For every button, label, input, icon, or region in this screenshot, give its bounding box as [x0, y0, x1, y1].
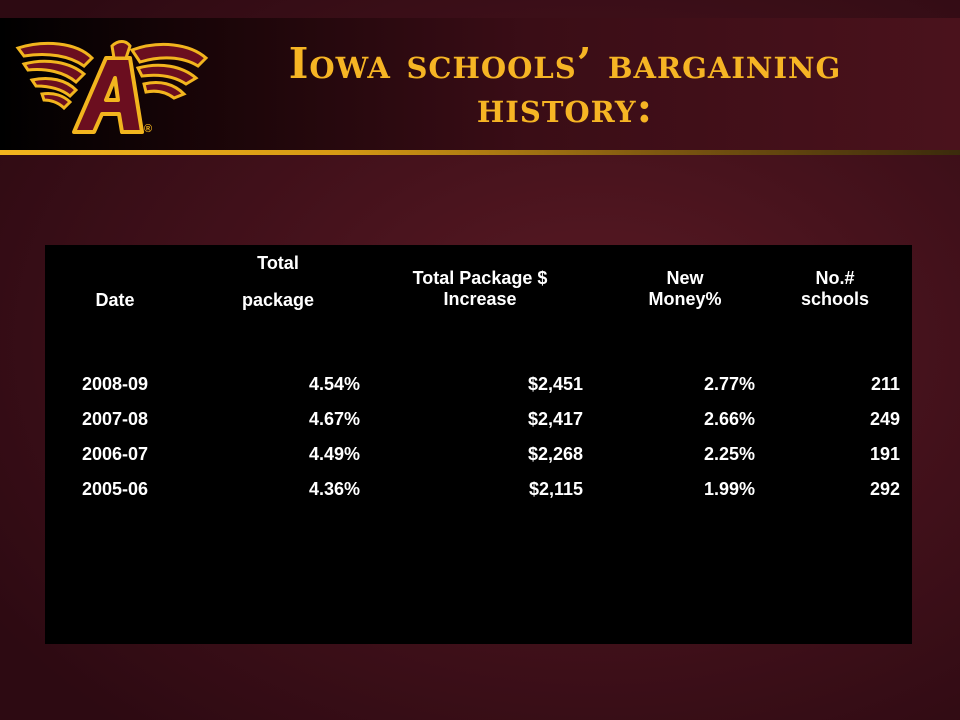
table-cell-date: 2008-09	[81, 374, 149, 394]
table-cell-schools: 249	[869, 409, 900, 429]
table-cell-schools: 211	[870, 374, 900, 394]
header-total-increase-line1: Total Package $	[412, 268, 548, 288]
table-cell-new-money: 2.66%	[703, 409, 755, 429]
table-cell-total-package: 4.54%	[308, 374, 360, 394]
table-cell-increase: $2,451	[527, 374, 583, 394]
header-date: Date	[95, 290, 135, 310]
winged-a-logo-icon: ®	[15, 40, 209, 135]
table-cell-date: 2005-06	[81, 479, 149, 499]
header-num-schools-line1: No.#	[815, 268, 855, 288]
gold-divider	[0, 150, 960, 155]
header-total-package-line1: Total	[257, 253, 299, 273]
table-cell-schools: 191	[869, 444, 900, 464]
table-cell-total-package: 4.49%	[308, 444, 360, 464]
table-cell-new-money: 2.25%	[703, 444, 755, 464]
table-cell-new-money: 2.77%	[703, 374, 755, 394]
table-cell-new-money: 1.99%	[703, 479, 755, 499]
header-new-money-line1: New	[666, 268, 704, 288]
table-cell-total-package: 4.67%	[308, 409, 360, 429]
trademark-mark: ®	[144, 123, 152, 135]
table-cell-increase: $2,417	[527, 409, 583, 429]
header-num-schools-line2: schools	[800, 289, 870, 309]
bargaining-history-table: Date Total package Total Package $ Incre…	[45, 245, 912, 644]
table-cell-schools: 292	[869, 479, 900, 499]
table-cell-increase: $2,268	[527, 444, 583, 464]
table-cell-increase: $2,115	[528, 479, 583, 499]
table-cell-date: 2006-07	[81, 444, 149, 464]
page-title: Iowa schools’ bargaining history:	[288, 39, 842, 132]
header-new-money-line2: Money%	[648, 289, 722, 309]
table-cell-total-package: 4.36%	[308, 479, 360, 499]
header-total-package-line2: package	[241, 290, 315, 310]
header-total-increase-line2: Increase	[443, 289, 517, 309]
table-cell-date: 2007-08	[81, 409, 149, 429]
